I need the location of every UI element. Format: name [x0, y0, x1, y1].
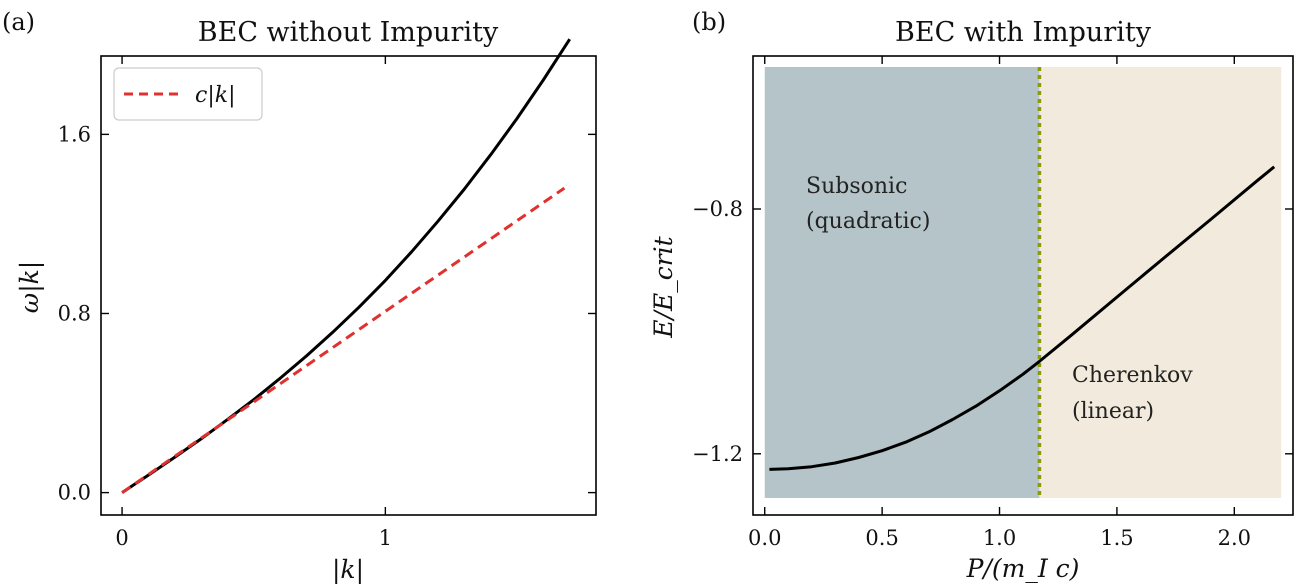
panel-b: (b) BEC with Impurity 0.0 0.5 1.0 1.5 2.0 −1.… [649, 8, 1294, 583]
panel-b-xtick-label: 1.0 [983, 526, 1016, 550]
panel-a-plot-area [121, 38, 571, 494]
panel-a-series-curve [121, 38, 571, 494]
legend-box [113, 67, 263, 121]
panel-b-xtick-label: 2.0 [1218, 526, 1251, 550]
panel-b-region-subsonic [764, 67, 1040, 498]
panel-b-ticks: 0.0 0.5 1.0 1.5 2.0 −1.2 −0.8 [692, 56, 1293, 550]
panel-b-xtick-label: 0.5 [865, 526, 898, 550]
panel-a-tag: (a) [2, 8, 35, 36]
panel-b-ytick-label: −1.2 [692, 442, 743, 466]
panel-b-tag: (b) [692, 8, 726, 36]
region-subsonic-sublabel: (quadratic) [806, 209, 930, 234]
panel-a-ticks: 0 1 0.0 0.8 1.6 [58, 56, 596, 550]
region-cherenkov-sublabel: (linear) [1072, 399, 1154, 424]
panel-b-frame [752, 55, 1294, 516]
panel-b-title: BEC with Impurity [895, 17, 1152, 48]
panel-a-title: BEC without Impurity [198, 17, 499, 48]
panel-a-ytick-label: 0.0 [58, 481, 91, 505]
panel-b-xlabel: P/(m_I c) [966, 554, 1080, 583]
panel-a-series-linear-dashed [121, 186, 566, 494]
panel-b-ylabel: E/E_crit [649, 235, 678, 338]
region-cherenkov-label: Cherenkov [1072, 363, 1193, 388]
panel-a-xlabel: |k| [332, 555, 364, 585]
panel-a-ytick-label: 1.6 [58, 122, 91, 146]
region-subsonic-label: Subsonic [806, 174, 907, 199]
panel-a-xtick-label: 0 [115, 526, 128, 550]
panel-b-series-curve [769, 165, 1276, 471]
panel-a-legend: c|k| [113, 67, 263, 121]
legend-label: c|k| [195, 83, 235, 108]
panel-a: (a) BEC without Impurity 0 1 0.0 0.8 1.6 c|k… [2, 8, 597, 585]
panel-a-ytick-label: 0.8 [58, 301, 91, 325]
panel-b-xtick-label: 0.0 [748, 526, 781, 550]
panel-a-xtick-label: 1 [379, 526, 392, 550]
panel-b-plot-area [764, 67, 1282, 498]
panel-b-ytick-label: −0.8 [692, 197, 743, 221]
panel-a-ylabel: ω|k| [15, 261, 45, 313]
panel-a-frame [100, 55, 597, 516]
panel-b-region-cherenkov [1039, 67, 1282, 498]
panel-b-xtick-label: 1.5 [1100, 526, 1133, 550]
